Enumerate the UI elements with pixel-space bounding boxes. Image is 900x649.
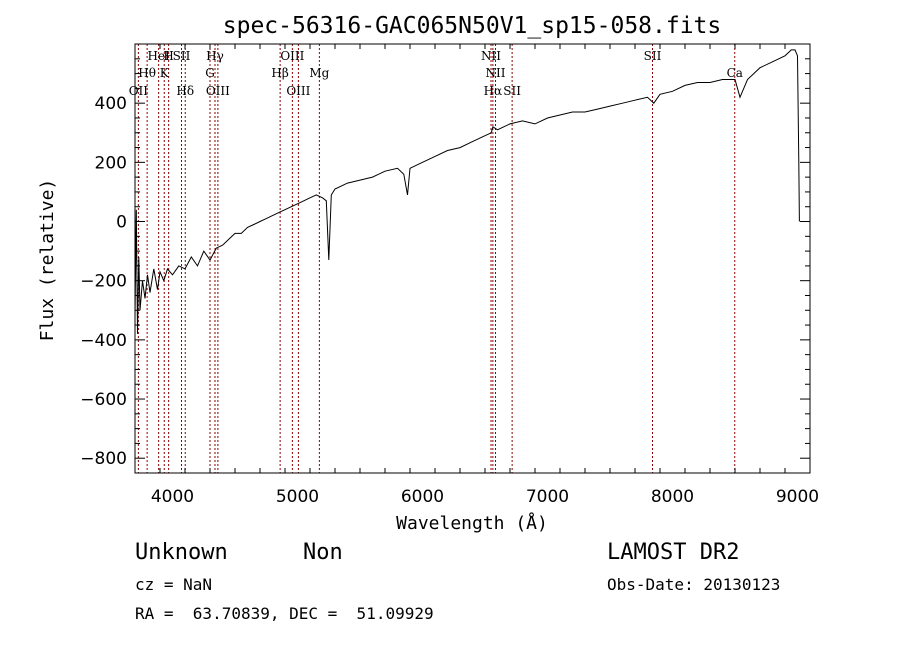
x-tick-label: 9000	[776, 487, 819, 507]
object-class: Unknown	[135, 540, 228, 565]
y-tick-label: −200	[80, 272, 127, 292]
spectral-line-label: Hα	[484, 84, 503, 98]
spectral-line-label: NII	[481, 49, 501, 63]
y-tick-label: −800	[80, 449, 127, 469]
spectral-line-labels: OIIHθHeIKHSIIHδGHγOIIIHβOIIIOIIIMgNIIHαN…	[129, 49, 743, 98]
y-axis: −800 −600 −400 −200 0 200 400	[80, 43, 810, 469]
x-axis-label: Wavelength (Å)	[396, 512, 548, 534]
spectral-line-label: SII	[173, 49, 191, 63]
obs-date: Obs-Date: 20130123	[607, 575, 780, 594]
survey-name: LAMOST DR2	[607, 540, 739, 565]
spectral-line-label: Hβ	[271, 66, 288, 80]
chart-title: spec-56316-GAC065N50V1_sp15-058.fits	[223, 13, 722, 39]
plot-frame	[134, 43, 811, 474]
spectral-line-label: OIII	[280, 49, 304, 63]
y-tick-label: 400	[95, 94, 127, 114]
spectral-line-label: Hγ	[206, 49, 224, 63]
spectral-line-label: Hδ	[176, 84, 194, 98]
x-tick-label: 5000	[276, 487, 319, 507]
spectral-line-label: Mg	[309, 66, 329, 80]
y-axis-label: Flux (relative)	[37, 179, 58, 342]
spectral-line-label: K	[160, 66, 170, 80]
y-tick-label: 0	[116, 213, 127, 233]
spectral-line-label: HeI	[147, 49, 170, 63]
spectral-line-label: G	[205, 66, 215, 80]
spectral-line-markers	[137, 44, 736, 473]
spectral-line-label: Ca	[727, 66, 743, 80]
coordinates: RA = 63.70839, DEC = 51.09929	[135, 604, 434, 623]
spectral-line-label: OIII	[206, 84, 230, 98]
spectral-line-label: NII	[486, 66, 506, 80]
spectral-line-label: OIII	[286, 84, 310, 98]
spectral-line-label: OII	[129, 84, 149, 98]
redshift-value: cz = NaN	[135, 575, 212, 594]
spectral-line-label: Hθ	[138, 66, 156, 80]
spectral-line-label: SII	[644, 49, 662, 63]
x-tick-label: 7000	[526, 487, 569, 507]
x-tick-label: 8000	[651, 487, 694, 507]
spectral-line-label: SII	[503, 84, 521, 98]
x-axis: 4000 5000 6000 7000 8000 9000	[134, 44, 819, 507]
y-tick-label: −400	[80, 331, 127, 351]
spectral-line-label: H	[163, 49, 173, 63]
y-tick-label: −600	[80, 390, 127, 410]
x-tick-label: 4000	[151, 487, 194, 507]
object-subclass: Non	[303, 540, 343, 565]
x-tick-label: 6000	[401, 487, 444, 507]
y-tick-label: 200	[95, 153, 127, 173]
spectrum-series-line	[134, 49, 800, 334]
